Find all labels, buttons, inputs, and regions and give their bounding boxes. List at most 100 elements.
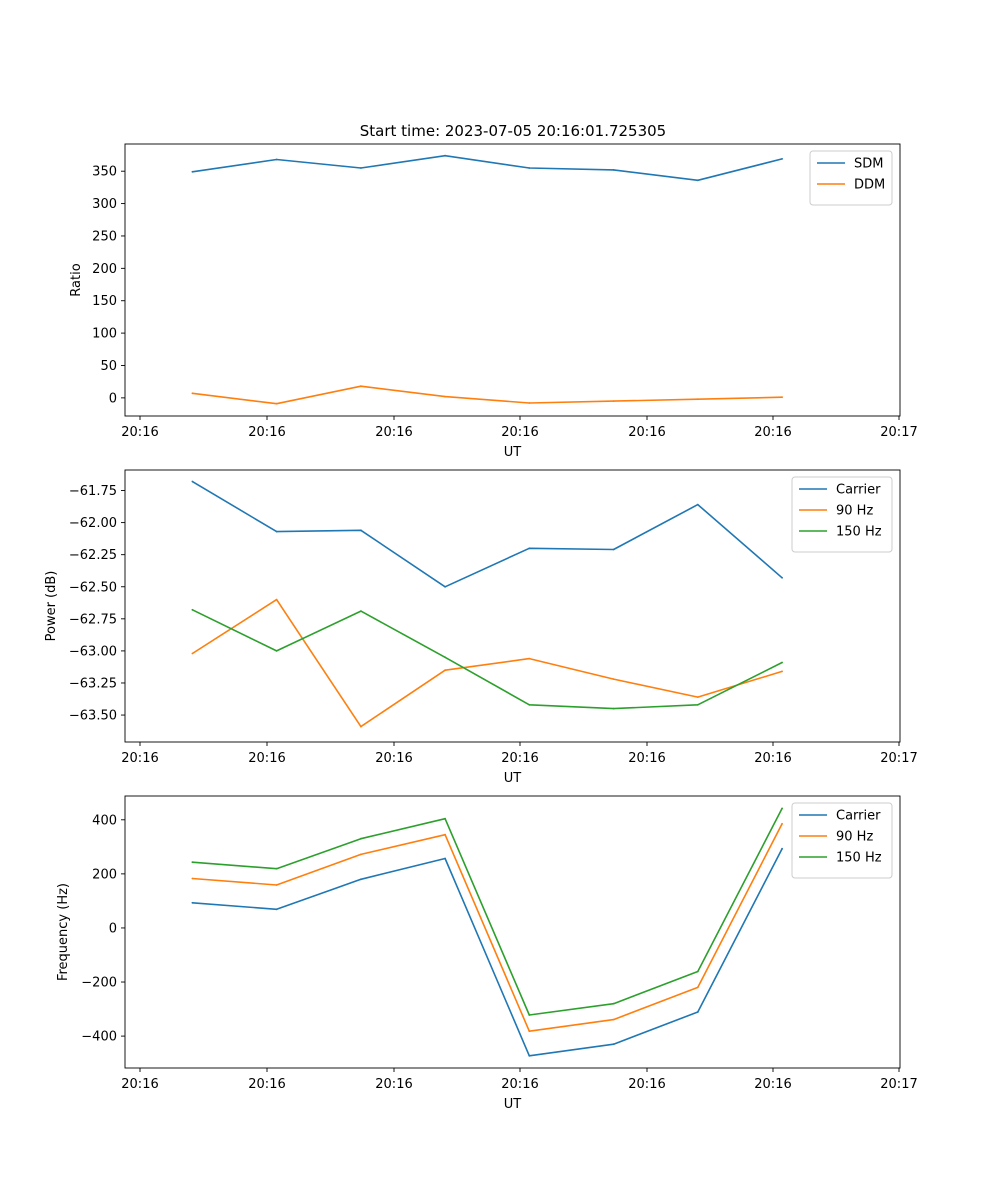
x-tick-label: 20:16 bbox=[248, 425, 285, 440]
x-tick-label: 20:16 bbox=[248, 1077, 285, 1092]
legend: SDM DDM bbox=[809, 150, 893, 206]
data-point-90-hz bbox=[360, 853, 362, 856]
y-tick-label: 400 bbox=[92, 813, 117, 828]
data-point-carrier bbox=[696, 1011, 699, 1013]
data-point-sdm bbox=[781, 158, 783, 160]
data-point-150-hz bbox=[191, 608, 194, 611]
data-point-150-hz bbox=[275, 650, 278, 652]
series-line-ddm bbox=[192, 385, 783, 405]
x-tick-label: 20:16 bbox=[121, 425, 158, 440]
x-tick-label: 20:16 bbox=[501, 751, 538, 766]
y-axis-label: Power (dB) bbox=[44, 571, 59, 642]
legend-box bbox=[791, 802, 893, 879]
legend-label-90-hz: 90 Hz bbox=[836, 830, 873, 845]
x-tick-label: 20:16 bbox=[501, 425, 538, 440]
data-point-carrier bbox=[444, 857, 446, 860]
x-axis-label: UT bbox=[504, 1097, 522, 1112]
x-tick-label: 20:16 bbox=[501, 1077, 538, 1092]
x-tick-label: 20:16 bbox=[628, 425, 665, 440]
y-tick-label: 300 bbox=[92, 197, 117, 212]
data-point-ddm bbox=[275, 402, 278, 405]
data-point-150-hz bbox=[696, 703, 699, 706]
legend-label-150-hz: 150 Hz bbox=[836, 851, 882, 866]
data-point-sdm bbox=[275, 158, 278, 161]
series-line-150-hz bbox=[192, 609, 783, 710]
y-tick-label: 250 bbox=[92, 229, 117, 244]
data-point-150-hz bbox=[360, 837, 362, 840]
data-point-150-hz bbox=[781, 661, 783, 664]
y-tick-label: −63.00 bbox=[69, 644, 117, 659]
data-point-90-hz bbox=[360, 725, 362, 728]
data-point-ddm bbox=[528, 402, 531, 404]
legend: Carrier 90 Hz 150 Hz bbox=[791, 476, 893, 553]
legend-label-ddm: DDM bbox=[854, 178, 885, 193]
y-tick-label: 200 bbox=[92, 262, 117, 277]
x-tick-label: 20:16 bbox=[375, 1077, 412, 1092]
x-tick-label: 20:17 bbox=[880, 751, 917, 766]
data-point-ddm bbox=[444, 395, 446, 398]
data-point-150-hz bbox=[191, 861, 194, 864]
data-point-carrier bbox=[444, 585, 446, 588]
data-point-sdm bbox=[360, 167, 362, 169]
data-point-150-hz bbox=[696, 970, 699, 973]
data-point-90-hz bbox=[444, 669, 446, 672]
legend-box bbox=[791, 476, 893, 553]
data-point-90-hz bbox=[781, 670, 783, 673]
x-tick-label: 20:16 bbox=[121, 751, 158, 766]
data-point-sdm bbox=[444, 154, 446, 157]
x-tick-label: 20:16 bbox=[248, 751, 285, 766]
data-point-sdm bbox=[528, 167, 531, 169]
data-point-90-hz bbox=[781, 822, 783, 825]
data-point-carrier bbox=[781, 847, 783, 850]
data-point-150-hz bbox=[528, 1014, 531, 1016]
data-point-carrier bbox=[191, 480, 194, 483]
y-tick-label: 200 bbox=[92, 867, 117, 882]
y-tick-label: 100 bbox=[92, 327, 117, 342]
y-tick-label: −200 bbox=[81, 976, 117, 991]
series-line-sdm bbox=[192, 154, 783, 182]
chart-panel-3: 20:16 20:16 20:16 20:16 20:16 20:16 20:17 −400 −… bbox=[56, 795, 918, 1112]
y-tick-label: −62.75 bbox=[69, 612, 117, 627]
data-point-sdm bbox=[191, 170, 194, 173]
data-point-ddm bbox=[781, 396, 783, 399]
data-point-90-hz bbox=[528, 1030, 531, 1033]
y-tick-label: 0 bbox=[109, 921, 117, 936]
data-point-90-hz bbox=[696, 986, 699, 989]
data-point-90-hz bbox=[275, 598, 278, 601]
data-point-sdm bbox=[612, 169, 615, 171]
data-point-carrier bbox=[360, 878, 362, 881]
data-point-90-hz bbox=[528, 657, 531, 660]
chart-panel-1: 20:16 20:16 20:16 20:16 20:16 20:16 20:17 0 50 10… bbox=[69, 143, 918, 460]
y-axis-label: Ratio bbox=[69, 263, 84, 296]
data-point-90-hz bbox=[612, 678, 615, 680]
data-point-carrier bbox=[781, 576, 783, 579]
data-point-ddm bbox=[612, 400, 615, 402]
series-line-carrier bbox=[191, 480, 783, 588]
data-point-carrier bbox=[275, 908, 278, 911]
legend: Carrier 90 Hz 150 Hz bbox=[791, 802, 893, 879]
data-point-carrier bbox=[696, 503, 699, 506]
data-point-ddm bbox=[360, 385, 362, 388]
y-tick-label: −63.25 bbox=[69, 676, 117, 691]
legend-label-sdm: SDM bbox=[854, 157, 883, 172]
data-point-90-hz bbox=[275, 884, 278, 886]
x-tick-label: 20:17 bbox=[880, 425, 917, 440]
data-point-150-hz bbox=[444, 656, 446, 659]
data-point-90-hz bbox=[444, 833, 446, 836]
y-tick-label: 0 bbox=[109, 391, 117, 406]
x-tick-label: 20:16 bbox=[754, 425, 791, 440]
y-tick-label: 350 bbox=[92, 165, 117, 180]
data-point-150-hz bbox=[275, 867, 278, 870]
data-point-carrier bbox=[528, 1054, 531, 1057]
data-point-ddm bbox=[696, 398, 699, 401]
data-point-carrier bbox=[191, 901, 194, 904]
data-point-150-hz bbox=[360, 610, 362, 612]
data-point-150-hz bbox=[444, 817, 446, 820]
series-line-carrier bbox=[192, 848, 783, 1057]
data-point-sdm bbox=[696, 179, 699, 182]
x-axis-label: UT bbox=[504, 445, 522, 460]
y-tick-label: −63.50 bbox=[69, 709, 117, 724]
data-point-150-hz bbox=[781, 807, 783, 810]
axes-frame bbox=[124, 143, 901, 417]
data-point-carrier bbox=[275, 530, 278, 533]
